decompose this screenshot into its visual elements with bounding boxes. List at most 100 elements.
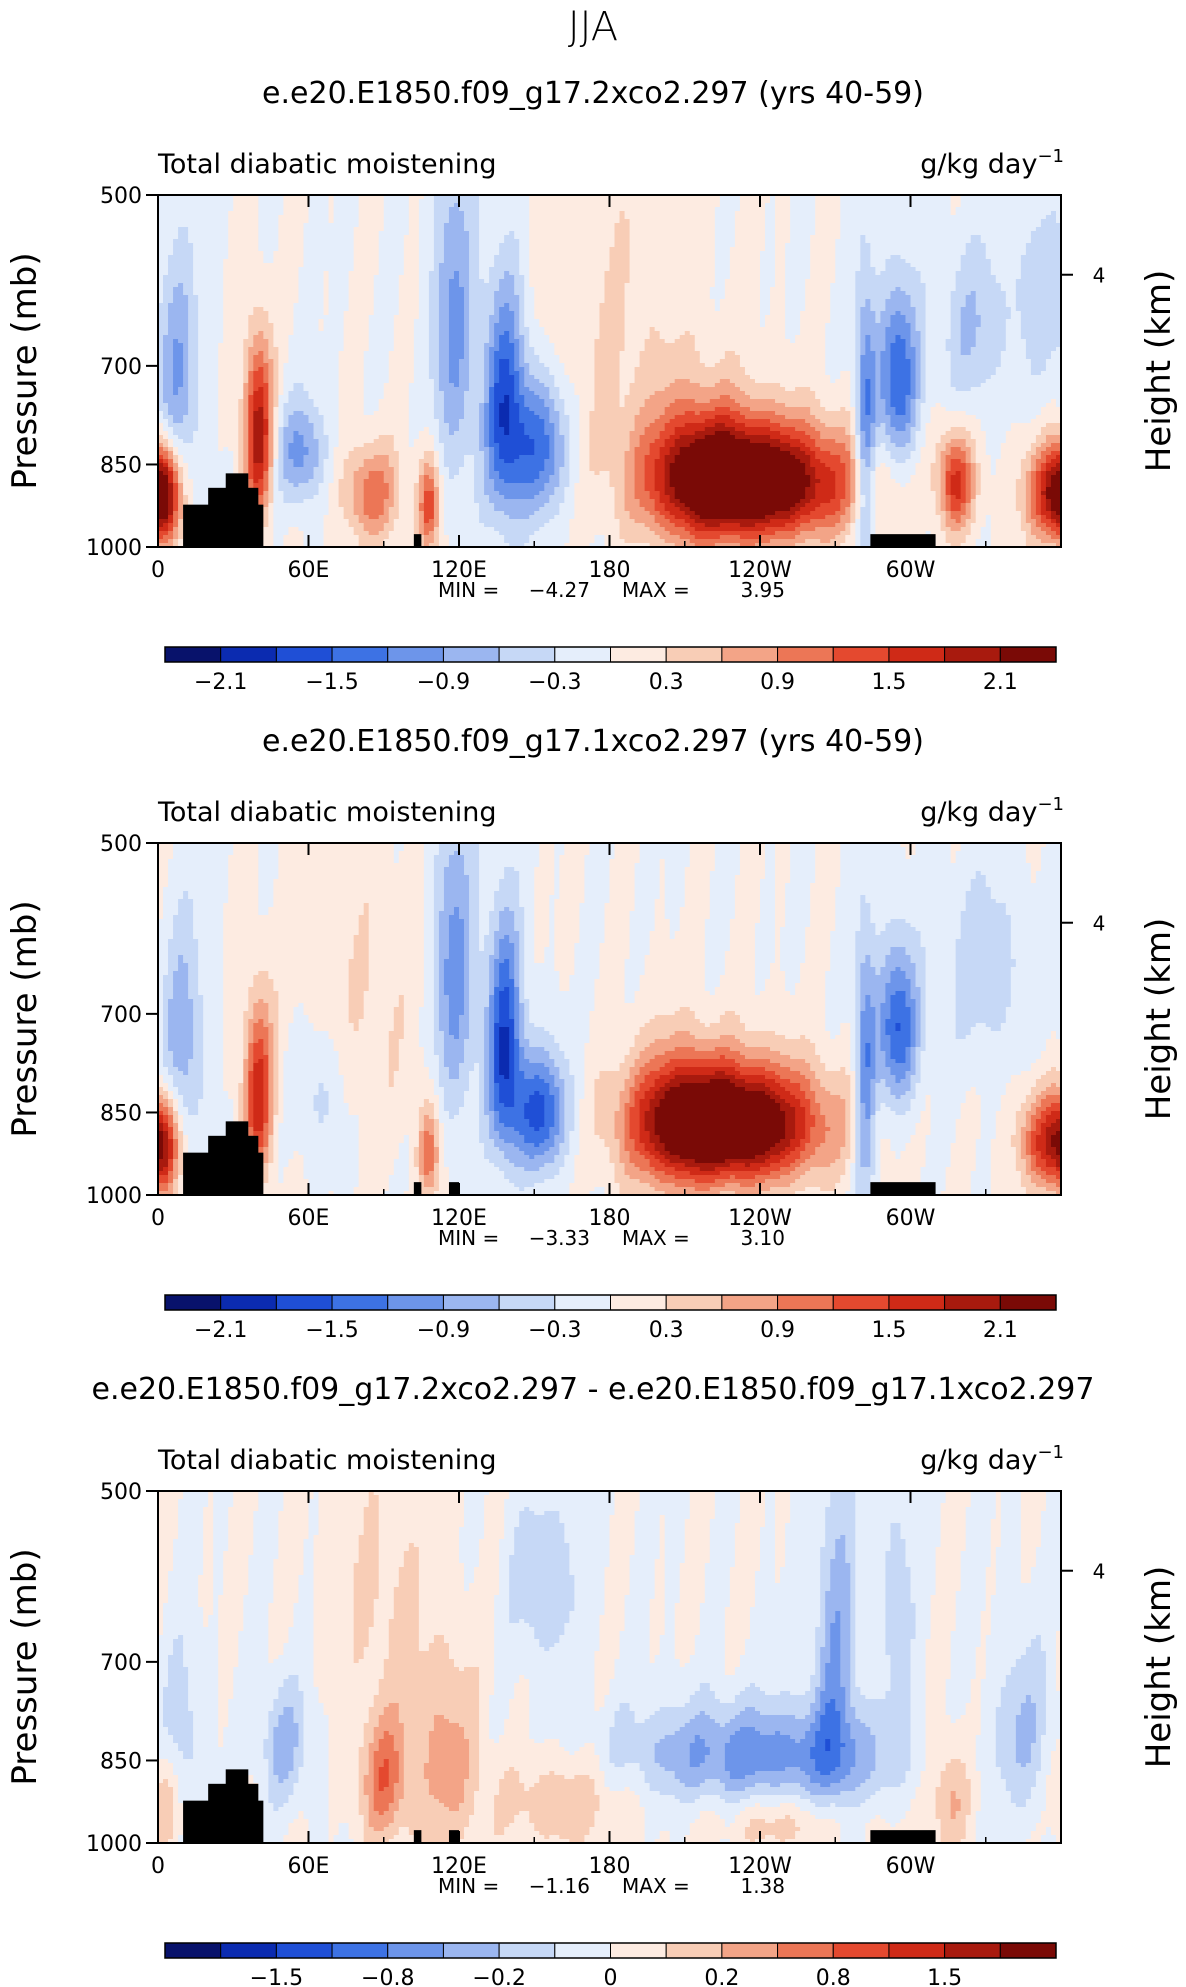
field-cell	[940, 487, 947, 492]
field-cell	[188, 307, 199, 312]
field-cell	[263, 351, 269, 356]
field-cell	[825, 367, 856, 372]
field-cell	[579, 423, 591, 428]
field-cell	[333, 455, 350, 460]
field-cell	[1025, 451, 1037, 456]
field-cell	[258, 203, 285, 208]
field-cell	[835, 247, 861, 252]
field-cell	[293, 411, 305, 416]
field-cell	[413, 439, 435, 444]
field-cell	[308, 215, 330, 220]
field-cell	[569, 455, 580, 460]
field-cell	[178, 479, 184, 484]
field-cell	[278, 355, 290, 360]
field-cell	[940, 503, 947, 508]
field-cell	[850, 475, 856, 480]
field-cell	[920, 403, 937, 408]
field-cell	[840, 199, 952, 204]
field-cell	[278, 455, 285, 460]
field-cell	[980, 527, 992, 532]
field-cell	[173, 251, 194, 256]
field-cell	[1040, 219, 1057, 224]
field-cell	[709, 879, 736, 884]
field-cell	[443, 527, 495, 532]
field-cell	[519, 375, 525, 380]
field-cell	[243, 455, 249, 460]
field-cell	[674, 415, 716, 420]
field-cell	[173, 383, 184, 388]
field-cell	[865, 235, 972, 240]
field-cell	[193, 435, 219, 440]
field-cell	[273, 891, 425, 896]
field-cell	[775, 211, 791, 216]
field-cell	[509, 431, 525, 436]
field-cell	[1040, 495, 1047, 500]
field-cell	[173, 843, 234, 848]
field-cell	[775, 895, 786, 900]
field-cell	[459, 907, 470, 912]
field-cell	[193, 267, 224, 272]
field-cell	[714, 215, 736, 220]
field-cell	[664, 407, 716, 412]
field-cell	[734, 427, 771, 432]
field-cell	[423, 871, 435, 876]
field-cell	[273, 399, 279, 404]
field-cell	[604, 295, 626, 300]
field-cell	[860, 451, 871, 456]
field-cell	[915, 447, 922, 452]
field-cell	[243, 359, 249, 364]
field-cell	[800, 311, 831, 316]
field-cell	[373, 411, 410, 416]
field-cell	[459, 275, 470, 280]
field-cell	[173, 467, 179, 472]
field-cell	[173, 443, 219, 448]
field-cell	[815, 475, 836, 480]
field-cell	[855, 527, 861, 532]
field-cell	[353, 487, 365, 492]
field-cell	[910, 479, 932, 484]
field-cell	[775, 267, 786, 272]
field-cell	[985, 379, 1061, 384]
field-cell	[223, 287, 300, 292]
field-cell	[965, 463, 972, 468]
field-cell	[273, 419, 279, 424]
field-cell	[1020, 275, 1061, 280]
field-cell	[353, 499, 365, 504]
field-cell	[1005, 343, 1027, 348]
field-cell	[760, 279, 776, 284]
field-cell	[975, 491, 982, 496]
field-cell	[544, 487, 555, 492]
field-cell	[559, 503, 575, 508]
field-cell	[318, 327, 325, 332]
field-cell	[654, 467, 666, 472]
field-cell	[589, 435, 631, 440]
field-cell	[393, 315, 420, 320]
field-cell	[188, 311, 199, 316]
field-cell	[188, 463, 234, 468]
field-cell	[860, 243, 871, 248]
field-cell	[970, 239, 982, 244]
field-cell	[820, 435, 851, 440]
field-cell	[614, 487, 626, 492]
field-cell	[1030, 447, 1037, 452]
field-cell	[1025, 859, 1042, 864]
field-cell	[273, 251, 305, 256]
field-cell	[850, 483, 856, 488]
field-cell	[494, 255, 520, 260]
field-cell	[479, 503, 495, 508]
field-cell	[519, 271, 530, 276]
field-cell	[639, 363, 706, 368]
field-cell	[1045, 487, 1061, 492]
field-cell	[659, 871, 666, 876]
field-cell	[960, 267, 992, 272]
field-cell	[584, 855, 616, 860]
field-cell	[1040, 511, 1052, 516]
field-cell	[479, 275, 490, 280]
field-cell	[459, 279, 470, 284]
field-cell	[1015, 283, 1061, 288]
field-cell	[980, 427, 1012, 432]
field-cell	[1010, 311, 1022, 316]
field-cell	[564, 411, 580, 416]
field-cell	[885, 427, 897, 432]
field-cell	[855, 399, 861, 404]
